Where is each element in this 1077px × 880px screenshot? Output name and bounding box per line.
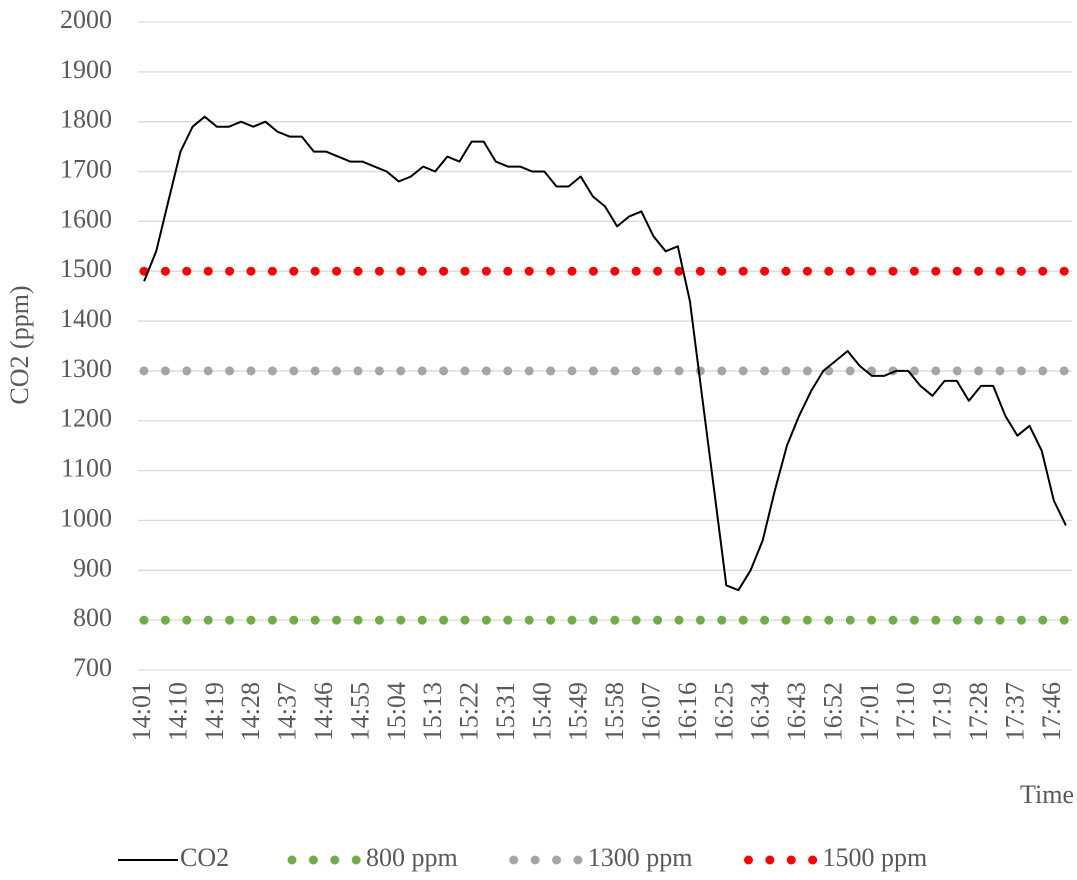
y-tick-label: 700 (73, 653, 112, 682)
y-tick-label: 1800 (60, 105, 112, 134)
y-tick-label: 1200 (60, 404, 112, 433)
data-line (143, 115, 1067, 592)
x-tick-label: 14:01 (127, 682, 156, 741)
x-tick-label: 15:40 (527, 682, 556, 741)
x-tick-label: 14:28 (236, 682, 265, 741)
x-tick-label: 16:25 (709, 682, 738, 741)
x-tick-label: 15:13 (418, 682, 447, 741)
y-tick-label: 900 (73, 553, 112, 582)
x-tick-label: 16:43 (782, 682, 811, 741)
x-axis-title: Time (1020, 780, 1074, 809)
y-tick-label: 1100 (61, 454, 112, 483)
x-tick-label: 16:16 (673, 682, 702, 741)
y-tick-label: 1700 (60, 155, 112, 184)
x-tick-label: 16:34 (746, 682, 775, 741)
x-tick-label: 15:49 (564, 682, 593, 741)
x-tick-label: 14:55 (345, 682, 374, 741)
legend-label: 1300 ppm (588, 843, 693, 872)
x-tick-label: 17:10 (891, 682, 920, 741)
legend-label: CO2 (180, 843, 229, 872)
x-tick-label: 15:58 (600, 682, 629, 741)
x-tick-label: 14:46 (309, 682, 338, 741)
y-tick-label: 800 (73, 603, 112, 632)
y-tick-label: 1000 (60, 503, 112, 532)
x-tick-label: 17:28 (964, 682, 993, 741)
x-tick-label: 17:46 (1037, 682, 1066, 741)
y-tick-label: 1400 (60, 304, 112, 333)
x-tick-label: 15:22 (455, 682, 484, 741)
x-tick-label: 17:37 (1000, 682, 1029, 741)
x-tick-label: 16:52 (818, 682, 847, 741)
x-tick-label: 16:07 (636, 682, 665, 741)
legend-label: 800 ppm (366, 843, 458, 872)
y-tick-label: 1300 (60, 354, 112, 383)
y-tick-label: 2000 (60, 5, 112, 34)
x-tick-label: 17:01 (855, 682, 884, 741)
x-tick-label: 14:19 (200, 682, 229, 741)
y-tick-label: 1600 (60, 204, 112, 233)
y-axis-title: CO2 (ppm) (5, 285, 34, 404)
x-tick-label: 14:10 (163, 682, 192, 741)
x-tick-label: 15:04 (382, 682, 411, 741)
x-tick-label: 17:19 (928, 682, 957, 741)
y-tick-label: 1500 (60, 254, 112, 283)
x-tick-label: 14:37 (273, 682, 302, 741)
x-tick-label: 15:31 (491, 682, 520, 741)
y-tick-label: 1900 (60, 55, 112, 84)
legend-label: 1500 ppm (822, 843, 927, 872)
